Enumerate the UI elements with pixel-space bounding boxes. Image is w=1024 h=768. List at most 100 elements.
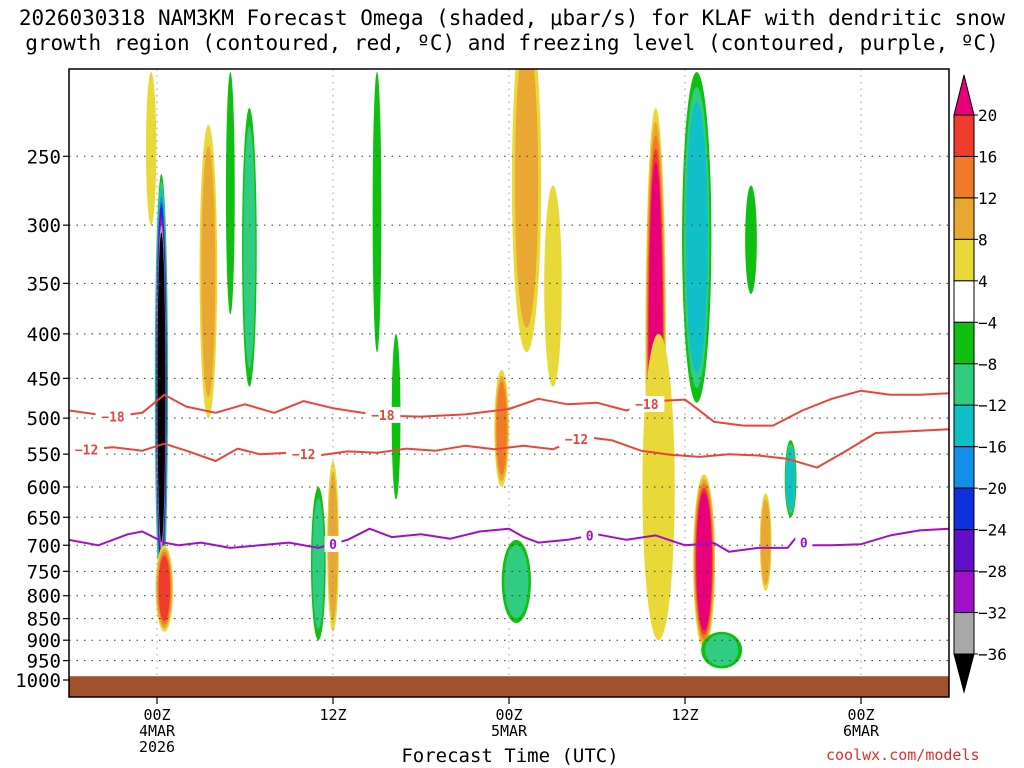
omega-band	[158, 555, 171, 622]
colorbar-label: −32	[978, 604, 1007, 623]
chart-title-line2: growth region (contoured, red, ºC) and f…	[25, 31, 999, 55]
colorbar-bottom-arrow	[953, 653, 975, 694]
omega-band	[745, 185, 757, 295]
colorbar-label: 4	[978, 272, 988, 291]
y-tick-label: 300	[27, 215, 61, 237]
omega-band	[705, 634, 739, 667]
colorbar-label: 20	[978, 106, 997, 125]
omega-band	[225, 71, 235, 315]
colorbar-swatch	[953, 487, 975, 531]
omega-feature	[311, 487, 326, 641]
credit-text: coolwx.com/models	[826, 746, 980, 764]
contour-dgz: −12 −12 −12	[69, 428, 949, 469]
omega-feature	[745, 185, 757, 295]
colorbar-swatch	[953, 114, 975, 157]
contour-label: −18	[101, 411, 125, 426]
terrain	[69, 676, 949, 697]
y-axis: 2503003504004505005506006507007508008509…	[15, 146, 69, 692]
colorbar-swatch	[953, 155, 975, 199]
x-tick-label: 12Z	[671, 706, 698, 724]
colorbar-label: −36	[978, 645, 1007, 664]
colorbar-label: 12	[978, 189, 997, 208]
colorbar-swatch	[953, 238, 975, 282]
temperature-contours: −18 −18 −18 −12 −12 −12 0 0 0	[69, 389, 949, 553]
omega-feature	[784, 440, 797, 518]
omega-feature	[146, 72, 157, 226]
terrain-band	[69, 676, 949, 697]
contour-label-bg	[629, 395, 665, 412]
omega-band	[372, 72, 382, 353]
chart-title: 2026030318 NAM3KM Forecast Omega (shaded…	[0, 6, 1024, 56]
y-tick-label: 650	[27, 507, 61, 529]
omega-feature	[759, 493, 772, 591]
omega-feature	[154, 174, 168, 601]
contour-label-bg	[286, 446, 322, 463]
contour-label-bg	[324, 535, 342, 552]
omega-feature	[494, 369, 509, 488]
colorbar-swatch	[953, 363, 975, 406]
contour-label: −18	[371, 409, 395, 424]
contour-label: −12	[75, 443, 98, 458]
contour-label: 0	[329, 538, 337, 553]
omega-feature	[701, 631, 743, 669]
omega-feature	[225, 71, 235, 315]
contour-label-bg	[365, 406, 401, 423]
contour-line	[69, 389, 949, 427]
colorbar-swatch	[953, 529, 975, 572]
colorbar-label: 16	[978, 147, 997, 166]
y-tick-label: 450	[27, 368, 61, 390]
omega-feature	[155, 545, 174, 632]
x-tick-label: 00Z	[847, 706, 874, 724]
y-tick-label: 550	[27, 444, 61, 466]
omega-band	[544, 185, 562, 387]
contour-label: −12	[292, 448, 315, 463]
y-tick-label: 600	[27, 477, 61, 499]
contour-label: 0	[800, 537, 808, 552]
omega-band	[685, 101, 708, 373]
colorbar-swatch	[953, 321, 975, 365]
omega-feature	[693, 474, 716, 649]
contour-freezing-level: 0 0 0	[69, 527, 949, 553]
x-tick-label: 00Z	[143, 706, 170, 724]
y-tick-label: 350	[27, 273, 61, 295]
colorbar-label: 8	[978, 230, 988, 249]
colorbar-label: −24	[978, 521, 1007, 540]
omega-band	[201, 145, 216, 398]
y-tick-label: 400	[27, 324, 61, 346]
colorbar-label: −8	[978, 355, 997, 374]
y-tick-label: 1000	[15, 670, 61, 692]
omega-band	[504, 544, 529, 619]
omega-band	[514, 69, 539, 328]
omega-band	[312, 498, 325, 630]
omega-feature	[199, 124, 218, 419]
colorbar-swatch	[953, 570, 975, 614]
contour-label-bg	[558, 431, 594, 448]
y-tick-label: 800	[27, 586, 61, 608]
contour-label-bg	[795, 534, 813, 551]
x-tick-label: 5MAR	[491, 722, 528, 740]
contour-label-bg	[581, 527, 599, 544]
omega-feature	[372, 72, 382, 353]
y-tick-label: 500	[27, 408, 61, 430]
x-tick-label: 00Z	[495, 706, 522, 724]
omega-feature	[682, 72, 712, 403]
grid-lines	[69, 69, 949, 697]
colorbar-swatch	[953, 197, 975, 240]
y-tick-label: 700	[27, 535, 61, 557]
colorbar-top-arrow	[953, 74, 975, 116]
chart-title-line1: 2026030318 NAM3KM Forecast Omega (shaded…	[18, 6, 1006, 30]
y-tick-label: 750	[27, 561, 61, 583]
contour-label: 0	[586, 530, 594, 545]
colorbar-swatch	[953, 612, 975, 655]
colorbar-label: −4	[978, 313, 997, 332]
omega-band	[243, 126, 256, 369]
y-tick-label: 850	[27, 609, 61, 631]
contour-line	[69, 428, 949, 469]
x-tick-label: 6MAR	[843, 722, 880, 740]
x-tick-label: 12Z	[319, 706, 346, 724]
colorbar-swatch	[953, 404, 975, 448]
omega-band	[760, 499, 771, 586]
x-tick-label: 4MAR	[139, 722, 176, 740]
